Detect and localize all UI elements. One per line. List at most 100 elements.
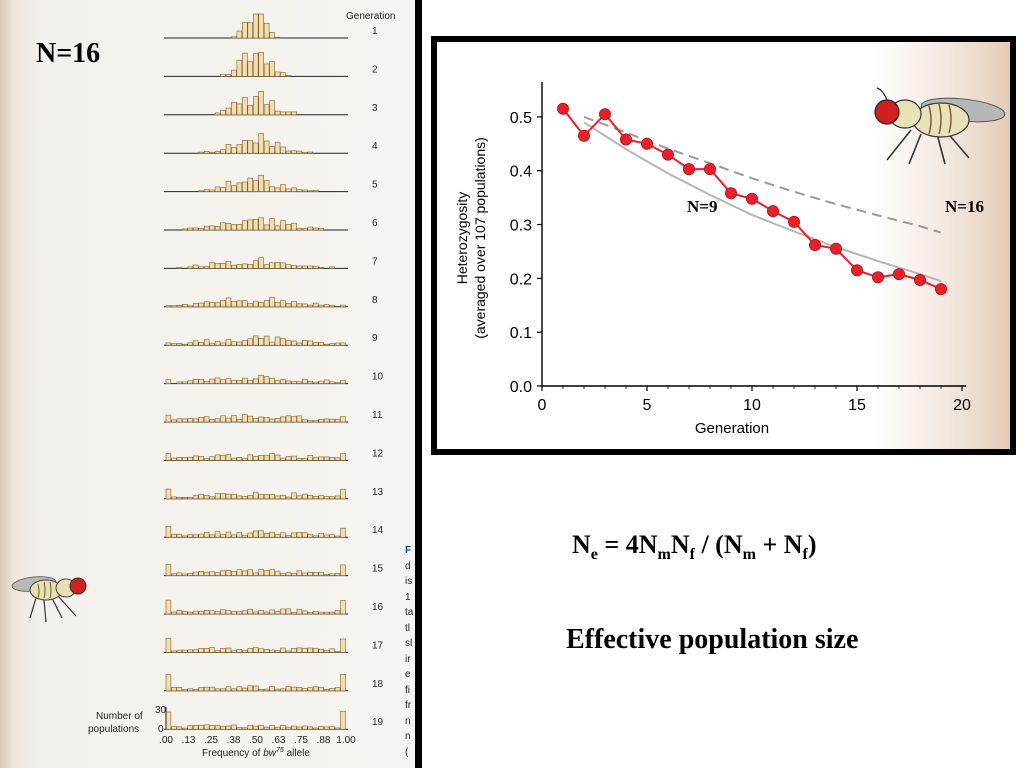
histogram-bar — [312, 457, 319, 461]
observed-point — [850, 264, 863, 277]
margin-letter: tl — [405, 622, 410, 634]
hist-x-tick: .63 — [272, 735, 286, 746]
histogram-bar — [203, 381, 210, 384]
histogram-bar — [253, 300, 259, 308]
histogram-bar — [285, 726, 292, 730]
histogram-bar — [280, 300, 286, 308]
histogram-bar — [247, 379, 254, 384]
histogram-bar — [198, 266, 204, 269]
histogram-bar — [334, 687, 341, 692]
observed-point — [934, 283, 947, 296]
histogram-bar — [203, 724, 210, 730]
observed-point — [787, 215, 800, 228]
histogram-bar — [318, 419, 324, 423]
histogram-bar — [296, 495, 303, 500]
histogram-bar — [193, 689, 199, 692]
histogram-bar — [291, 222, 297, 231]
observed-point — [766, 205, 779, 218]
histogram-bar — [220, 187, 226, 192]
margin-letter: fi — [405, 684, 410, 696]
histogram-bar — [247, 22, 254, 39]
chart-y-tick-label: 0.2 — [510, 271, 532, 288]
histogram-bar — [198, 611, 204, 615]
histogram-bar — [220, 109, 226, 116]
histogram-bar — [242, 687, 248, 692]
histogram-bar — [323, 496, 330, 500]
histogram-bar — [291, 532, 297, 538]
histogram-bar — [340, 380, 346, 384]
histogram-bar — [323, 343, 330, 346]
histogram-bar — [193, 649, 199, 653]
histogram-bar — [280, 184, 286, 192]
histogram-bar — [274, 225, 281, 231]
histogram-bar — [263, 180, 270, 192]
histogram-bar — [203, 416, 210, 423]
histogram-bar — [253, 572, 259, 576]
chart-x-tick-label: 10 — [743, 397, 761, 414]
histogram-bar — [269, 494, 275, 500]
histogram-bar — [247, 303, 254, 308]
histogram-bar — [296, 647, 303, 653]
histogram-bar — [302, 303, 308, 308]
observed-point — [871, 271, 884, 284]
chart-x-tick-label: 20 — [953, 397, 971, 414]
histogram-bar — [231, 101, 237, 116]
histogram-bar — [203, 532, 210, 538]
histogram-bar — [318, 380, 324, 384]
histogram-bar — [318, 726, 324, 730]
histogram-bar — [247, 140, 254, 154]
histogram-bar — [291, 647, 297, 653]
histogram-bar — [236, 379, 243, 384]
histogram-bar — [329, 496, 335, 500]
histogram-bar — [263, 455, 270, 461]
histogram-bar — [296, 608, 303, 615]
left-figure-title: N=16 — [36, 38, 101, 69]
histogram-bar — [302, 419, 308, 423]
histogram-bar — [263, 335, 270, 346]
histogram-bar — [220, 534, 226, 538]
histogram-bar — [258, 530, 264, 538]
histogram-bar — [225, 610, 232, 615]
histogram-bar — [236, 59, 243, 77]
generation-label: 17 — [372, 640, 384, 651]
histogram-bar — [307, 265, 313, 269]
histogram-bar — [258, 13, 264, 39]
histogram-bar — [285, 264, 292, 269]
histogram-bar — [171, 533, 177, 538]
histogram-bar — [253, 335, 259, 346]
histogram-bar — [209, 418, 215, 423]
histogram-bar — [263, 688, 270, 692]
histogram-bar — [312, 342, 319, 346]
histogram-bar — [236, 30, 243, 39]
histogram-bar — [334, 535, 341, 538]
histogram-bar — [253, 13, 259, 39]
histogram-bar — [209, 302, 215, 308]
histogram-bar — [263, 140, 270, 154]
histogram-bar — [302, 725, 308, 730]
histogram-bar — [225, 493, 232, 500]
hist-x-tick: .00 — [159, 735, 173, 746]
histogram-bar — [193, 610, 199, 615]
histogram-bar — [263, 22, 270, 39]
histogram-bar — [176, 726, 183, 730]
histogram-bar — [242, 649, 248, 653]
histogram-bar — [225, 647, 232, 653]
margin-letter: F — [405, 545, 412, 556]
histogram-bar — [291, 455, 297, 461]
histogram-bar — [209, 724, 215, 730]
histogram-bar — [296, 415, 303, 423]
histogram-bar — [291, 340, 297, 346]
histogram-bar — [291, 686, 297, 692]
histogram-bar — [187, 649, 194, 653]
histogram-bar — [182, 688, 188, 692]
histogram-bar — [318, 266, 324, 269]
observed-point — [913, 273, 926, 286]
histogram-bar — [214, 186, 221, 192]
margin-letter: ta — [405, 607, 414, 618]
heterozygosity-chart-frame: 0.0 0.1 0.2 0.3 0.4 0.5 0 5 10 15 20 Generation Hete… — [431, 36, 1016, 455]
histogram-bar — [285, 415, 292, 423]
histogram-bar — [274, 141, 281, 154]
histogram-bar — [312, 647, 319, 653]
histogram-bar — [323, 379, 330, 384]
histogram-bar — [258, 133, 264, 154]
